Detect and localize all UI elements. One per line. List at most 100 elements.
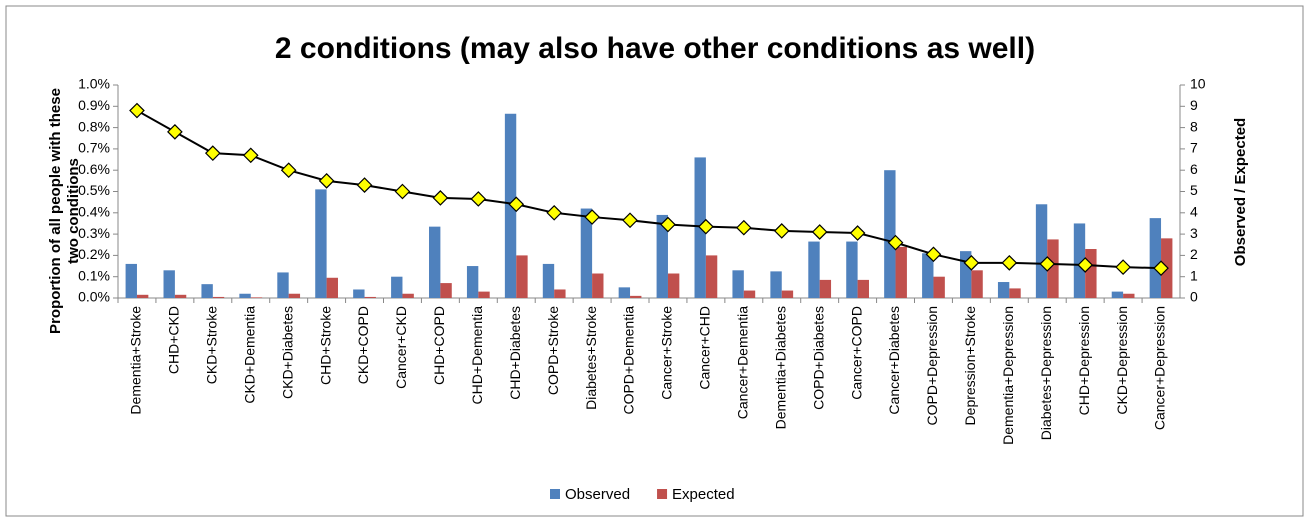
bar [971,270,983,298]
bar [1123,293,1135,298]
legend-label: Expected [672,486,735,503]
bar [667,273,680,298]
x-tick-label: CHD+Stroke [317,306,333,385]
legend-label: Observed [565,486,630,503]
bar [933,276,945,298]
x-tick-label: CKD+Dementia [241,306,257,404]
bar [277,272,289,298]
ratio-marker [167,124,183,140]
bar [592,273,604,298]
legend-swatch [550,489,560,499]
ratio-marker [318,173,335,189]
x-tick-label: Diabetes+Depression [1038,306,1054,440]
y-axis-title: Proportion of all people with these two … [47,88,82,334]
x-tick-label: Cancer+Depression [1152,306,1168,430]
x-tick-label: Dementia+Diabetes [772,306,788,429]
bar [1047,239,1059,298]
x-tick-label: Cancer+Stroke [659,306,675,400]
bar [174,294,187,298]
bar [846,241,858,298]
bar [618,287,631,298]
bar [1035,204,1048,298]
x-tick-label: CHD+COPD [431,306,447,385]
x-tick-label: CHD+Dementia [469,306,485,405]
ratio-marker [546,204,563,221]
x-tick-label: CKD+COPD [355,306,371,384]
chart-title: 2 conditions (may also have other condit… [275,32,1035,65]
ratio-marker [242,147,259,164]
bar [781,290,794,298]
y-tick-label: 0.6% [78,161,110,177]
y2-tick-label: 3 [1190,225,1198,241]
x-tick-label: CKD+Stroke [204,306,220,384]
y2-tick-label: 10 [1190,76,1206,92]
ratio-marker [963,255,980,271]
bar [1073,223,1086,298]
chart-border [5,5,1304,517]
ratio-marker [508,196,525,213]
y2-tick-label: 9 [1190,97,1198,113]
ratio-marker [280,162,297,179]
y2-tick-label: 5 [1190,182,1198,198]
x-tick-label: COPD+Diabetes [810,306,826,410]
ratio-marker [204,145,221,162]
bar [364,296,376,298]
bar [960,251,972,298]
ratio-marker [698,218,714,235]
bar [770,271,782,298]
ratio-marker [773,223,790,239]
x-tick-label: Cancer+Dementia [735,306,751,419]
bar [857,279,869,298]
x-tick-label: Cancer+Diabetes [886,306,902,415]
x-tick-label: Dementia+Depression [1000,306,1016,445]
y-tick-label: 0.4% [78,204,110,220]
ratio-marker [887,234,904,251]
x-tick-label: COPD+Depression [924,306,940,425]
x-tick-label: CHD+Depression [1076,306,1092,415]
x-tick-label: Diabetes+Stroke [583,306,599,410]
x-tick-label: Depression+Stroke [962,306,978,426]
ratio-line [136,109,1162,270]
bar [808,241,820,298]
y2-tick-label: 8 [1190,118,1198,134]
bar [819,279,832,298]
bar [922,253,934,298]
bar [1085,249,1097,298]
x-tick-label: Cancer+COPD [848,306,864,400]
y-tick-label: 0.1% [78,267,110,283]
bar [136,294,149,298]
y2-tick-label: 1 [1190,267,1198,283]
bar [516,255,528,298]
bar [1111,291,1124,298]
ratio-marker [622,212,638,229]
bar [239,293,251,298]
x-tick-label: COPD+Stroke [545,306,561,395]
bar [391,276,403,298]
bar [895,246,907,298]
bar [440,283,452,298]
y2-tick-label: 7 [1190,140,1198,156]
y-tick-label: 0.2% [78,246,110,262]
y-tick-label: 0.7% [78,140,110,156]
bar [429,226,441,298]
bar [1009,288,1021,298]
bar [1149,218,1162,298]
y-tick-label: 0.0% [78,289,110,305]
ratio-marker [394,183,411,200]
bar [466,266,479,298]
y2-tick-label: 2 [1190,246,1198,262]
bar [554,289,566,298]
ratio-marker [470,191,487,207]
bar [326,277,338,298]
ratio-marker [811,224,828,240]
bar [743,290,756,298]
ratio-marker [660,216,676,233]
x-tick-label: Cancer+CHD [697,306,713,390]
bar [732,270,744,298]
ratio-marker [356,177,373,193]
bar [542,263,555,298]
bar [705,255,718,298]
legend-swatch [657,489,668,499]
